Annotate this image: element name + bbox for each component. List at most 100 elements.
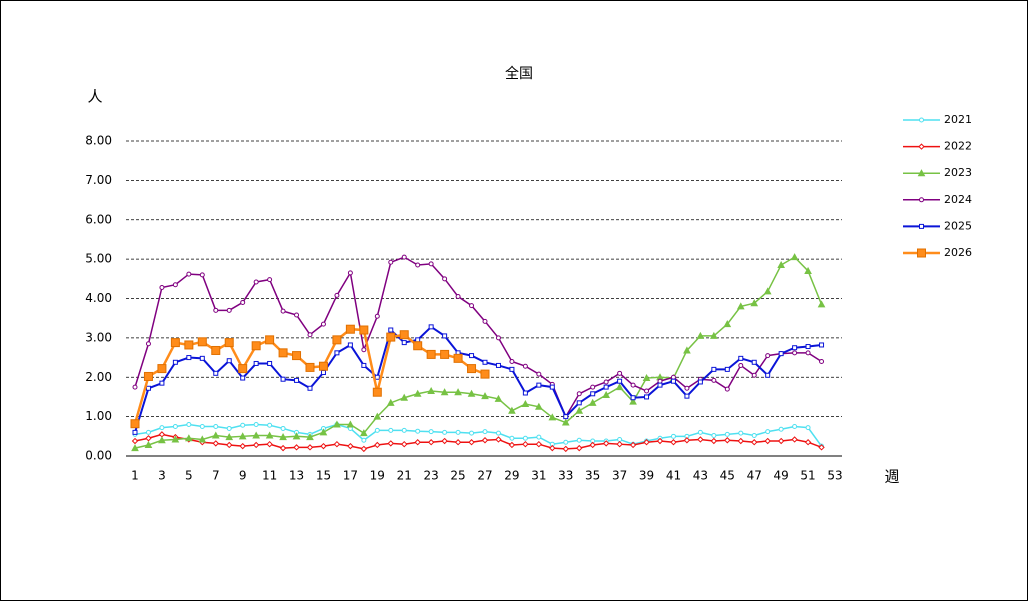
marker xyxy=(213,307,219,313)
marker xyxy=(711,366,717,372)
marker xyxy=(724,366,730,372)
marker xyxy=(265,335,275,345)
marker xyxy=(765,353,771,359)
marker xyxy=(361,437,367,443)
marker xyxy=(629,397,637,405)
marker xyxy=(386,332,396,342)
marker xyxy=(805,350,811,356)
marker xyxy=(562,445,569,453)
marker xyxy=(792,345,798,351)
marker xyxy=(374,441,381,449)
marker xyxy=(737,437,744,445)
marker xyxy=(360,445,368,453)
marker xyxy=(482,429,488,435)
marker xyxy=(765,429,771,435)
y-tick-label: 8.00 xyxy=(85,134,112,148)
marker xyxy=(399,330,409,340)
x-tick-label: 37 xyxy=(612,469,627,483)
marker xyxy=(576,391,582,397)
marker xyxy=(186,422,192,427)
marker xyxy=(413,341,423,351)
marker xyxy=(401,340,407,346)
marker xyxy=(588,398,597,406)
marker xyxy=(428,261,434,267)
marker xyxy=(211,345,221,355)
marker xyxy=(186,355,192,361)
marker xyxy=(751,439,758,446)
x-tick-label: 53 xyxy=(827,469,842,483)
marker xyxy=(388,427,394,433)
marker xyxy=(307,332,313,338)
marker xyxy=(158,436,166,444)
x-tick-label: 31 xyxy=(531,469,546,483)
marker xyxy=(590,391,596,397)
marker xyxy=(670,374,676,380)
legend-label: 2023 xyxy=(944,166,972,179)
marker xyxy=(240,299,246,305)
marker xyxy=(346,420,355,428)
marker xyxy=(320,321,326,327)
marker xyxy=(427,439,435,446)
marker xyxy=(763,287,772,295)
marker xyxy=(427,386,435,395)
marker xyxy=(307,385,313,391)
marker xyxy=(454,439,462,446)
marker xyxy=(495,430,501,436)
marker xyxy=(199,272,205,278)
marker xyxy=(805,344,811,350)
marker xyxy=(522,440,529,448)
legend-label: 2022 xyxy=(944,140,972,153)
marker xyxy=(724,386,730,392)
marker xyxy=(440,349,450,359)
marker xyxy=(293,444,300,451)
x-tick-label: 43 xyxy=(693,469,708,483)
marker xyxy=(280,376,286,382)
marker xyxy=(804,439,812,446)
marker xyxy=(130,419,140,429)
marker xyxy=(212,440,219,447)
marker xyxy=(575,406,584,414)
x-tick-label: 5 xyxy=(185,469,193,483)
marker xyxy=(603,379,609,385)
marker xyxy=(561,418,570,426)
marker xyxy=(319,428,328,436)
x-tick-label: 51 xyxy=(800,469,815,483)
marker xyxy=(294,312,300,318)
marker xyxy=(576,437,582,443)
y-tick-label: 5.00 xyxy=(85,252,112,266)
marker xyxy=(617,436,623,442)
marker xyxy=(374,374,380,380)
marker xyxy=(225,433,234,441)
marker xyxy=(453,353,463,363)
marker xyxy=(143,371,153,381)
marker xyxy=(442,333,448,339)
marker xyxy=(536,371,542,377)
marker xyxy=(630,382,636,388)
marker xyxy=(266,440,273,448)
marker xyxy=(535,440,543,448)
marker xyxy=(508,406,516,414)
marker xyxy=(334,292,340,298)
marker xyxy=(320,370,326,376)
marker xyxy=(495,436,502,443)
marker xyxy=(468,439,475,446)
x-tick-label: 13 xyxy=(289,469,304,483)
marker xyxy=(723,320,732,328)
marker xyxy=(480,369,490,379)
marker xyxy=(482,318,488,324)
marker xyxy=(294,377,300,383)
marker xyxy=(629,441,637,449)
marker xyxy=(819,359,825,364)
marker xyxy=(657,378,663,384)
marker xyxy=(751,433,757,439)
marker xyxy=(494,394,503,402)
marker xyxy=(724,431,730,437)
marker xyxy=(347,342,353,348)
marker xyxy=(738,362,744,368)
marker xyxy=(347,270,353,276)
marker xyxy=(548,413,557,421)
marker xyxy=(738,355,744,361)
marker xyxy=(576,444,583,452)
marker xyxy=(670,433,676,439)
marker xyxy=(818,444,825,451)
